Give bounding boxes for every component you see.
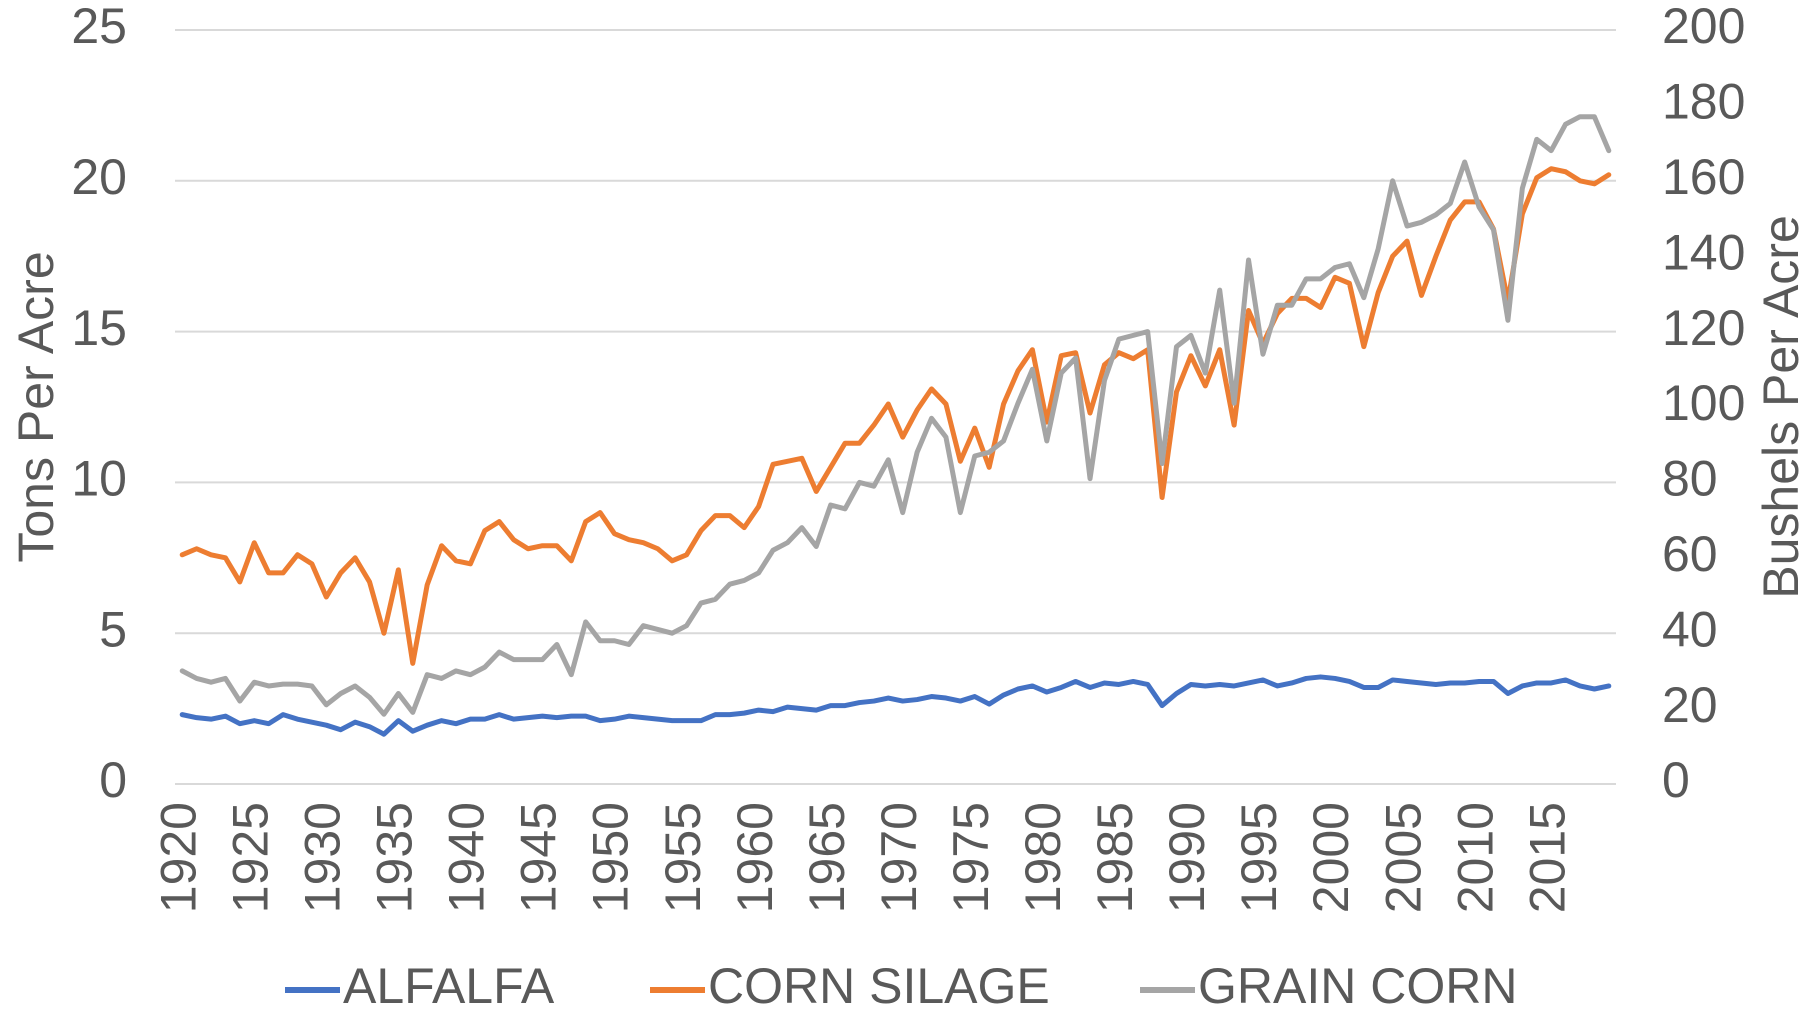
x-tick-label: 1925 <box>222 802 278 913</box>
y2-axis-title: Bushels Per Acre <box>1753 215 1809 599</box>
x-tick-label: 1945 <box>511 802 567 913</box>
x-tick-label: 1960 <box>727 802 783 913</box>
y2-tick-label: 0 <box>1662 752 1690 808</box>
x-tick-label: 1935 <box>367 802 423 913</box>
x-tick-label: 2015 <box>1519 802 1575 913</box>
y-tick-label: 10 <box>71 451 127 507</box>
x-tick-label: 1955 <box>655 802 711 913</box>
x-tick-label: 1975 <box>943 802 999 913</box>
y2-tick-label: 120 <box>1662 300 1745 356</box>
x-tick-label: 1990 <box>1159 802 1215 913</box>
data-line <box>179 674 1612 737</box>
y-tick-label: 20 <box>71 149 127 205</box>
y2-tick-label: 80 <box>1662 451 1718 507</box>
x-tick-label: 1995 <box>1231 802 1287 913</box>
x-tick-label: 1985 <box>1087 802 1143 913</box>
legend-label: GRAIN CORN <box>1198 958 1517 1010</box>
y-tick-label: 15 <box>71 300 127 356</box>
legend-label: ALFALFA <box>343 958 555 1010</box>
y2-tick-label: 140 <box>1662 224 1745 280</box>
x-tick-label: 1940 <box>439 802 495 913</box>
legend-label: CORN SILAGE <box>708 958 1050 1010</box>
y2-tick-label: 100 <box>1662 375 1745 431</box>
x-tick-label: 2005 <box>1375 802 1431 913</box>
y-tick-label: 25 <box>71 0 127 54</box>
y2-tick-label: 160 <box>1662 149 1745 205</box>
data-line <box>179 114 1612 717</box>
x-tick-label: 1980 <box>1015 802 1071 913</box>
y2-tick-label: 40 <box>1662 601 1718 657</box>
x-tick-label: 1930 <box>295 802 351 913</box>
x-tick-label: 1970 <box>871 802 927 913</box>
x-tick-label: 2000 <box>1303 802 1359 913</box>
x-tick-label: 2010 <box>1447 802 1503 913</box>
y-tick-label: 0 <box>99 752 127 808</box>
y-tick-label: 5 <box>99 601 127 657</box>
x-tick-label: 1965 <box>799 802 855 913</box>
data-line <box>179 166 1612 666</box>
y-axis-title: Tons Per Acre <box>8 251 64 562</box>
y2-tick-label: 20 <box>1662 677 1718 733</box>
x-tick-label: 1950 <box>583 802 639 913</box>
x-tick-label: 1920 <box>150 802 206 913</box>
y2-tick-label: 60 <box>1662 526 1718 582</box>
y2-tick-label: 180 <box>1662 74 1745 130</box>
y2-tick-label: 200 <box>1662 0 1745 54</box>
